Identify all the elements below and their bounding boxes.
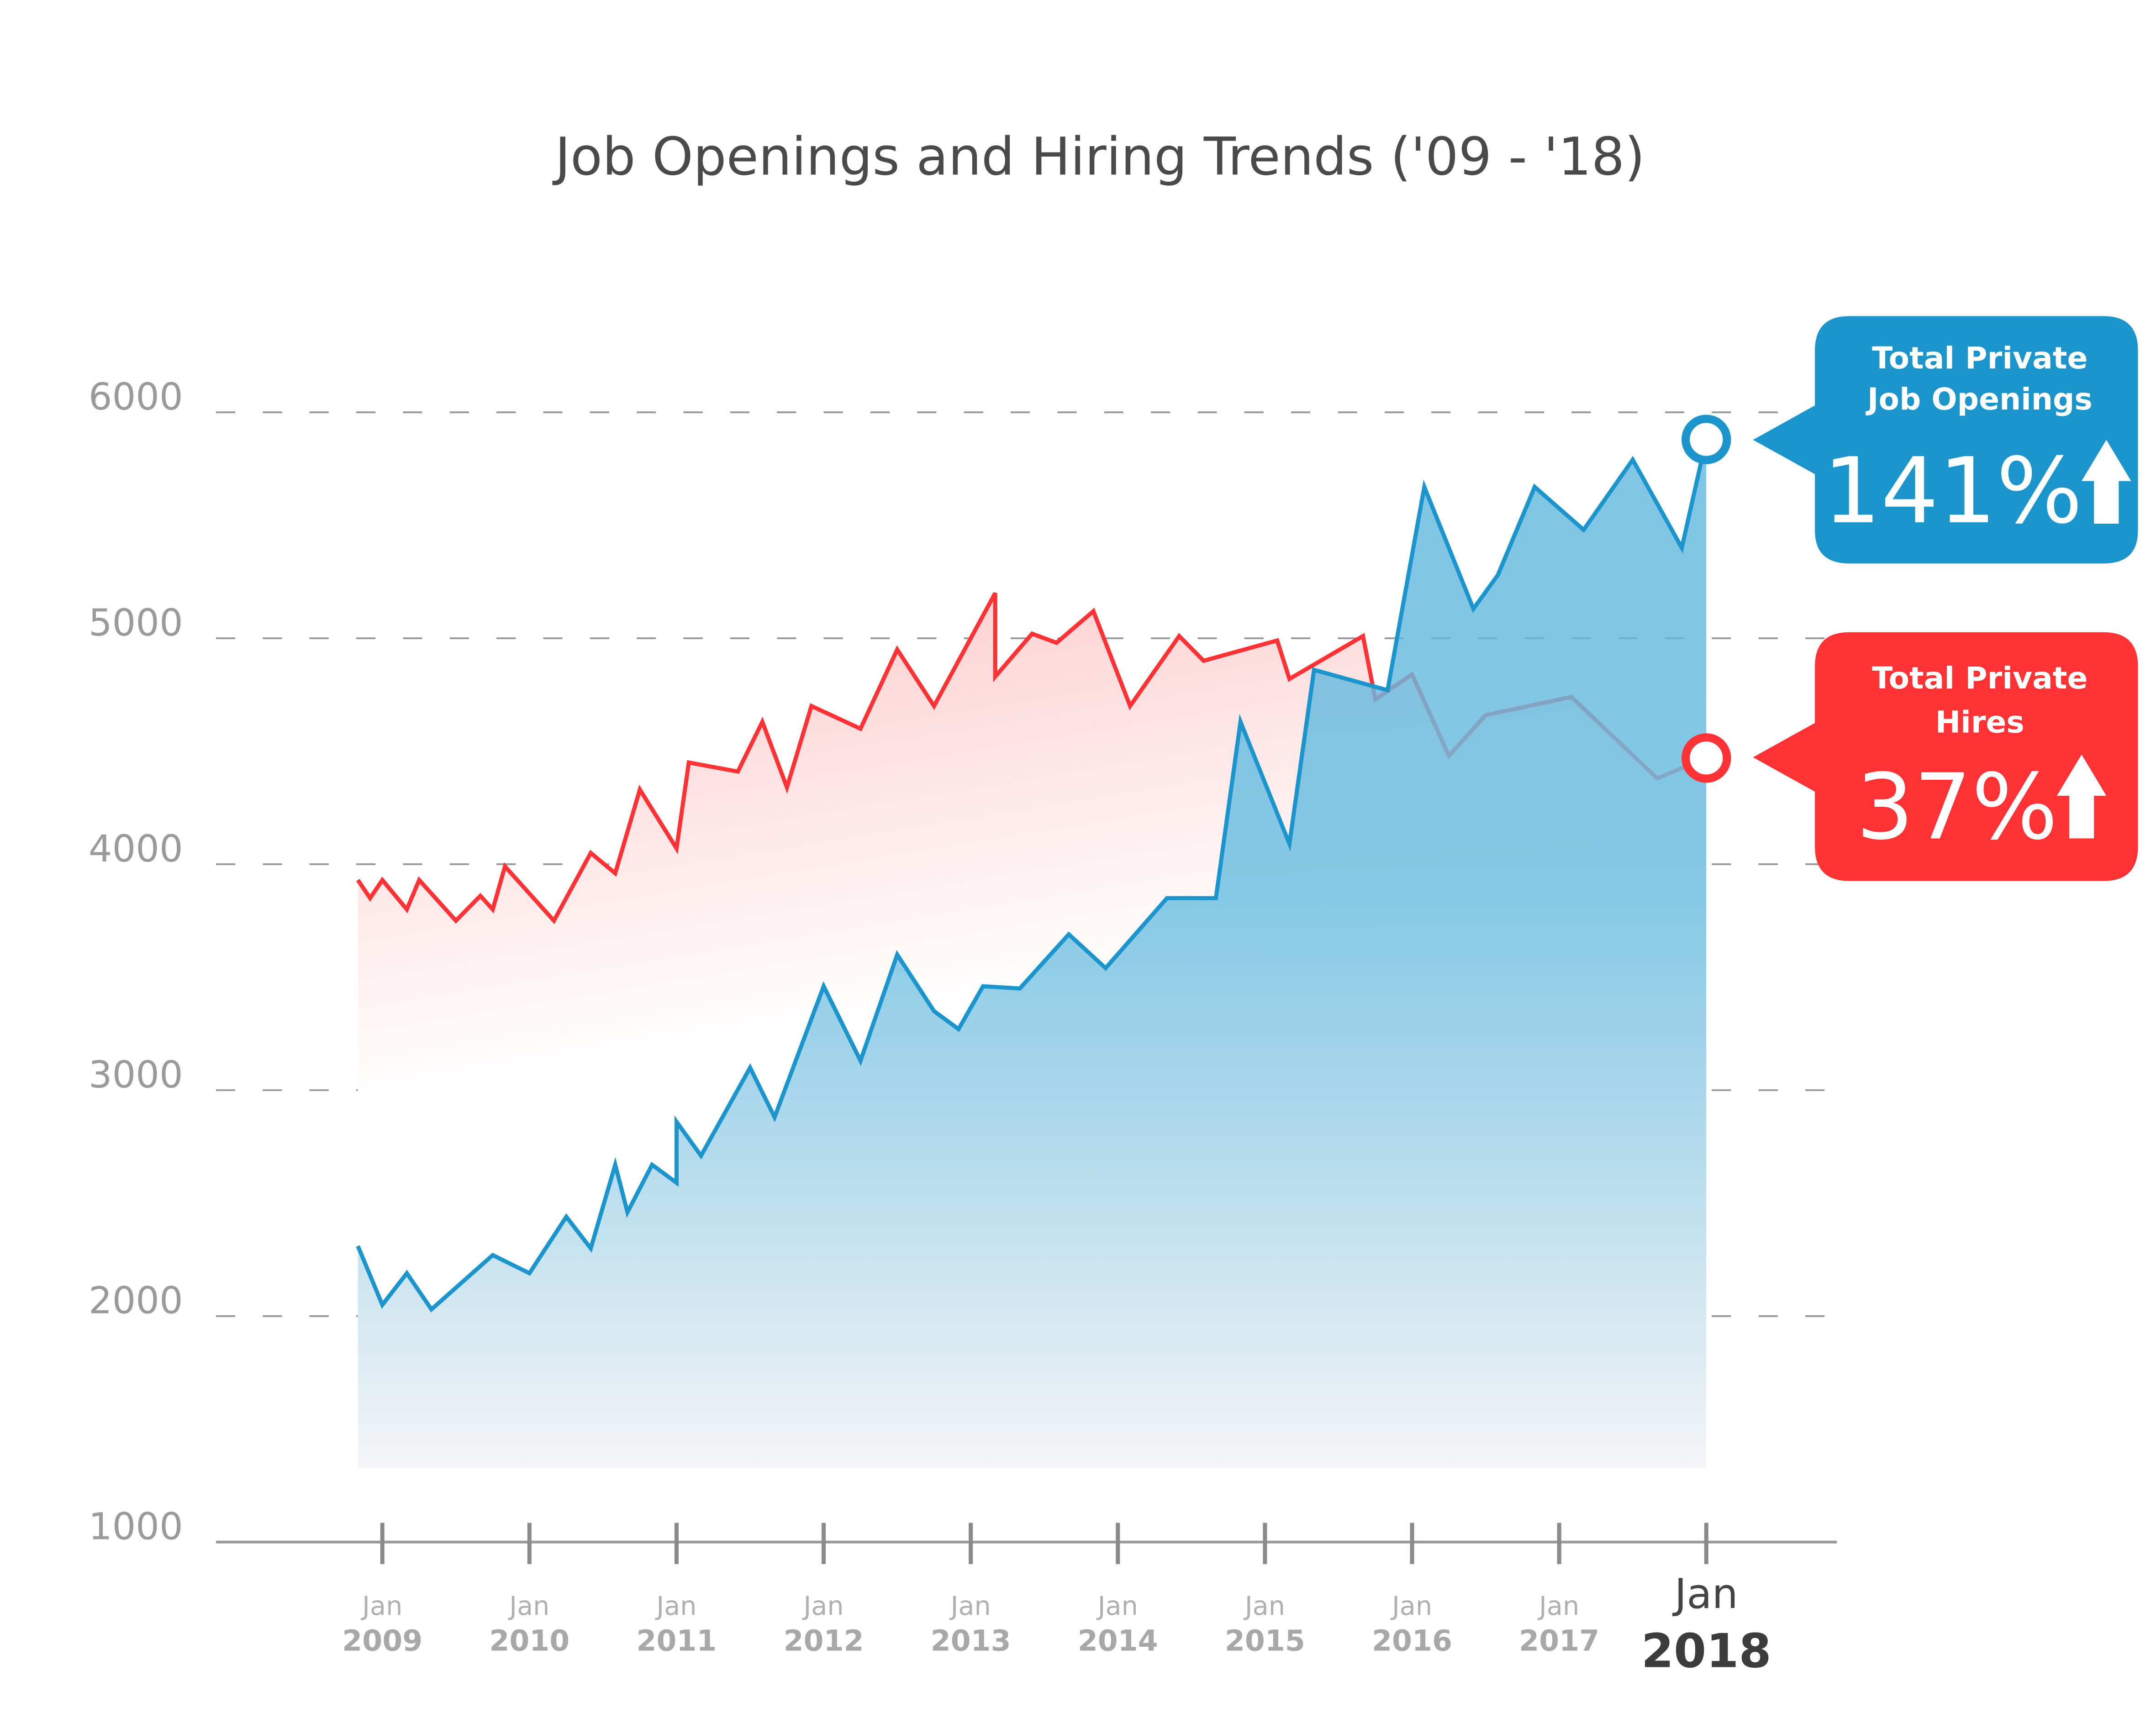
x-axis: Jan2009Jan2010Jan2011Jan2012Jan2013Jan20… bbox=[342, 1523, 1771, 1679]
y-tick-label: 5000 bbox=[89, 602, 183, 645]
x-tick-month: Jan bbox=[1538, 1591, 1579, 1621]
arrow-up-icon bbox=[2056, 754, 2107, 839]
hires-line bbox=[356, 592, 1707, 925]
x-tick-month: Jan bbox=[1244, 1591, 1285, 1621]
x-tick-year: 2011 bbox=[637, 1623, 717, 1657]
x-tick-month: Jan bbox=[1672, 1570, 1738, 1618]
callout-hires-label-2: Hires bbox=[1935, 705, 2024, 740]
x-tick-month: Jan bbox=[655, 1591, 696, 1621]
x-tick-year: 2014 bbox=[1078, 1623, 1158, 1657]
x-tick-month: Jan bbox=[802, 1591, 843, 1621]
x-tick-year: 2010 bbox=[489, 1623, 569, 1657]
plot-area bbox=[356, 439, 1708, 1468]
x-tick-month: Jan bbox=[1096, 1591, 1138, 1621]
x-tick-year: 2016 bbox=[1372, 1623, 1452, 1657]
callout-hires-label-1: Total Private bbox=[1872, 661, 2087, 696]
x-tick-year: 2009 bbox=[342, 1623, 422, 1657]
job-openings-endpoint-marker bbox=[1682, 415, 1731, 464]
callout-hires-value: 37% bbox=[1856, 754, 2058, 860]
callout-job-openings-value: 141% bbox=[1823, 438, 2082, 544]
x-tick-month: Jan bbox=[949, 1591, 991, 1621]
x-tick-year: 2018 bbox=[1641, 1624, 1771, 1679]
chart-title: Job Openings and Hiring Trends ('09 - '1… bbox=[552, 126, 1645, 187]
x-tick-month: Jan bbox=[508, 1591, 549, 1621]
y-tick-label: 2000 bbox=[89, 1280, 183, 1323]
callout-job-openings-box bbox=[1753, 316, 2138, 564]
x-tick-year: 2012 bbox=[784, 1623, 864, 1657]
x-tick-month: Jan bbox=[1391, 1591, 1432, 1621]
callout-job-openings-label-1: Total Private bbox=[1872, 341, 2087, 376]
callout-hires-box bbox=[1753, 632, 2138, 881]
y-tick-label: 1000 bbox=[89, 1506, 183, 1549]
callout-hires: Total Private Hires 37% bbox=[1753, 632, 2138, 881]
callout-job-openings-label-2: Job Openings bbox=[1866, 382, 2093, 417]
x-tick-month: Jan bbox=[361, 1591, 402, 1621]
y-tick-label: 4000 bbox=[89, 828, 183, 871]
y-tick-label: 6000 bbox=[89, 376, 183, 419]
x-tick-year: 2015 bbox=[1225, 1623, 1305, 1657]
x-tick-year: 2017 bbox=[1519, 1623, 1599, 1657]
endpoint-markers bbox=[1682, 415, 1731, 783]
y-axis-labels: 6000 5000 4000 3000 2000 1000 bbox=[89, 376, 183, 1549]
hires-endpoint-marker bbox=[1682, 733, 1731, 783]
callout-job-openings: Total Private Job Openings 141% bbox=[1753, 316, 2138, 564]
arrow-up-icon bbox=[2082, 440, 2131, 524]
y-tick-label: 3000 bbox=[89, 1054, 183, 1097]
job-openings-area bbox=[358, 439, 1707, 1468]
job-openings-line bbox=[356, 439, 1708, 1313]
x-tick-year: 2013 bbox=[931, 1623, 1011, 1657]
